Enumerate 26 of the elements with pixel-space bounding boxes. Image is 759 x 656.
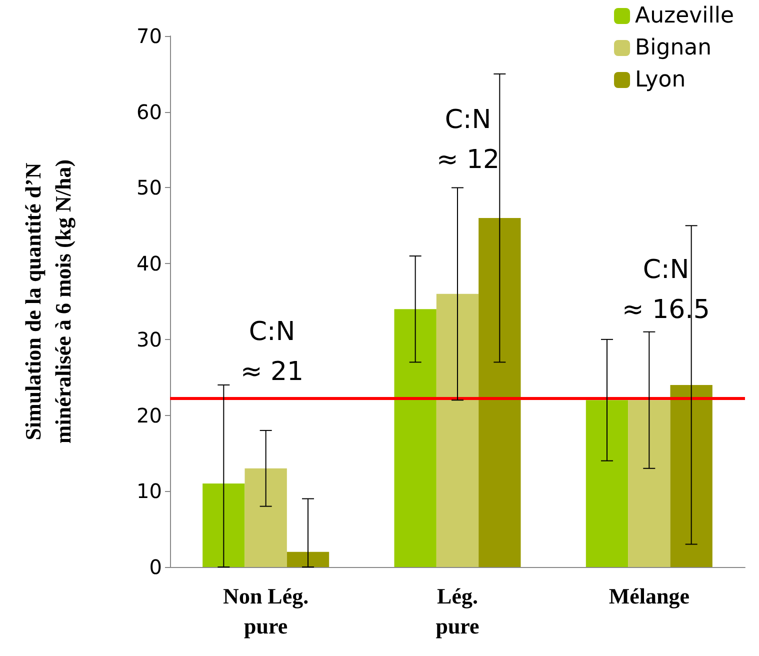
bar bbox=[394, 309, 436, 567]
bar bbox=[244, 468, 287, 567]
x-tick-label: Mélange bbox=[608, 584, 690, 608]
y-tick-label: 40 bbox=[136, 252, 162, 276]
y-tick-label: 30 bbox=[136, 327, 162, 352]
y-tick-label: 10 bbox=[136, 479, 162, 504]
y-tick-label: 50 bbox=[136, 176, 162, 200]
y-tick-label: 60 bbox=[136, 100, 162, 124]
y-tick-label: 20 bbox=[136, 403, 162, 428]
bar bbox=[670, 384, 712, 567]
x-tick-label: Non Lég. pure bbox=[223, 584, 309, 638]
bar bbox=[586, 400, 628, 567]
annotation: C:N ≈ 12 bbox=[436, 105, 500, 175]
bar bbox=[436, 294, 479, 567]
legend-label: Auzeville bbox=[635, 4, 734, 28]
y-tick-label: 70 bbox=[136, 24, 162, 48]
y-tick-label: 0 bbox=[149, 555, 162, 579]
legend-label: Bignan bbox=[635, 36, 712, 60]
bar bbox=[478, 218, 521, 567]
bar bbox=[628, 400, 670, 567]
legend-label: Lyon bbox=[635, 68, 686, 92]
bar bbox=[202, 484, 245, 567]
y-axis-title: Simulation de la quantité d’N minéralisée à 6 mois (kg N/ha) bbox=[20, 159, 76, 444]
annotation: C:N ≈ 21 bbox=[240, 317, 304, 387]
x-tick-label: Lég. pure bbox=[436, 584, 480, 638]
bar bbox=[286, 552, 330, 567]
